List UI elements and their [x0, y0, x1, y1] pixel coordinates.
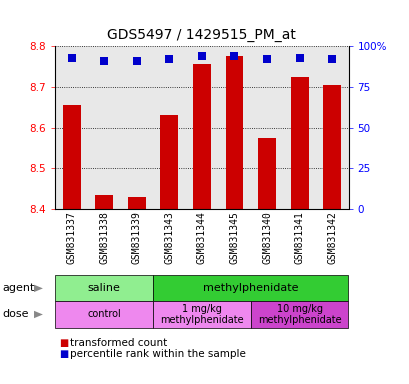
Text: methylphenidate: methylphenidate: [202, 283, 298, 293]
Text: 1 mg/kg
methylphenidate: 1 mg/kg methylphenidate: [160, 304, 243, 325]
Bar: [95, 195, 113, 209]
Point: [101, 58, 107, 64]
Bar: [63, 105, 81, 209]
Point: [166, 56, 172, 62]
Bar: [160, 116, 178, 209]
Point: [68, 55, 75, 61]
Point: [263, 56, 270, 62]
Point: [296, 55, 302, 61]
Point: [328, 56, 335, 62]
Text: transformed count: transformed count: [70, 338, 166, 348]
Point: [198, 53, 204, 59]
Title: GDS5497 / 1429515_PM_at: GDS5497 / 1429515_PM_at: [107, 28, 296, 42]
Text: control: control: [87, 310, 121, 319]
Bar: [258, 138, 275, 209]
Bar: [128, 197, 145, 209]
Text: ■: ■: [59, 338, 69, 348]
Point: [133, 58, 140, 64]
Bar: [225, 56, 243, 209]
Point: [231, 53, 237, 59]
Text: percentile rank within the sample: percentile rank within the sample: [70, 349, 245, 359]
Text: saline: saline: [88, 283, 120, 293]
Bar: [322, 85, 340, 209]
Text: agent: agent: [2, 283, 34, 293]
Text: 10 mg/kg
methylphenidate: 10 mg/kg methylphenidate: [257, 304, 341, 325]
Text: ■: ■: [59, 349, 69, 359]
Bar: [193, 65, 210, 209]
Bar: [290, 77, 308, 209]
Text: dose: dose: [2, 310, 29, 319]
